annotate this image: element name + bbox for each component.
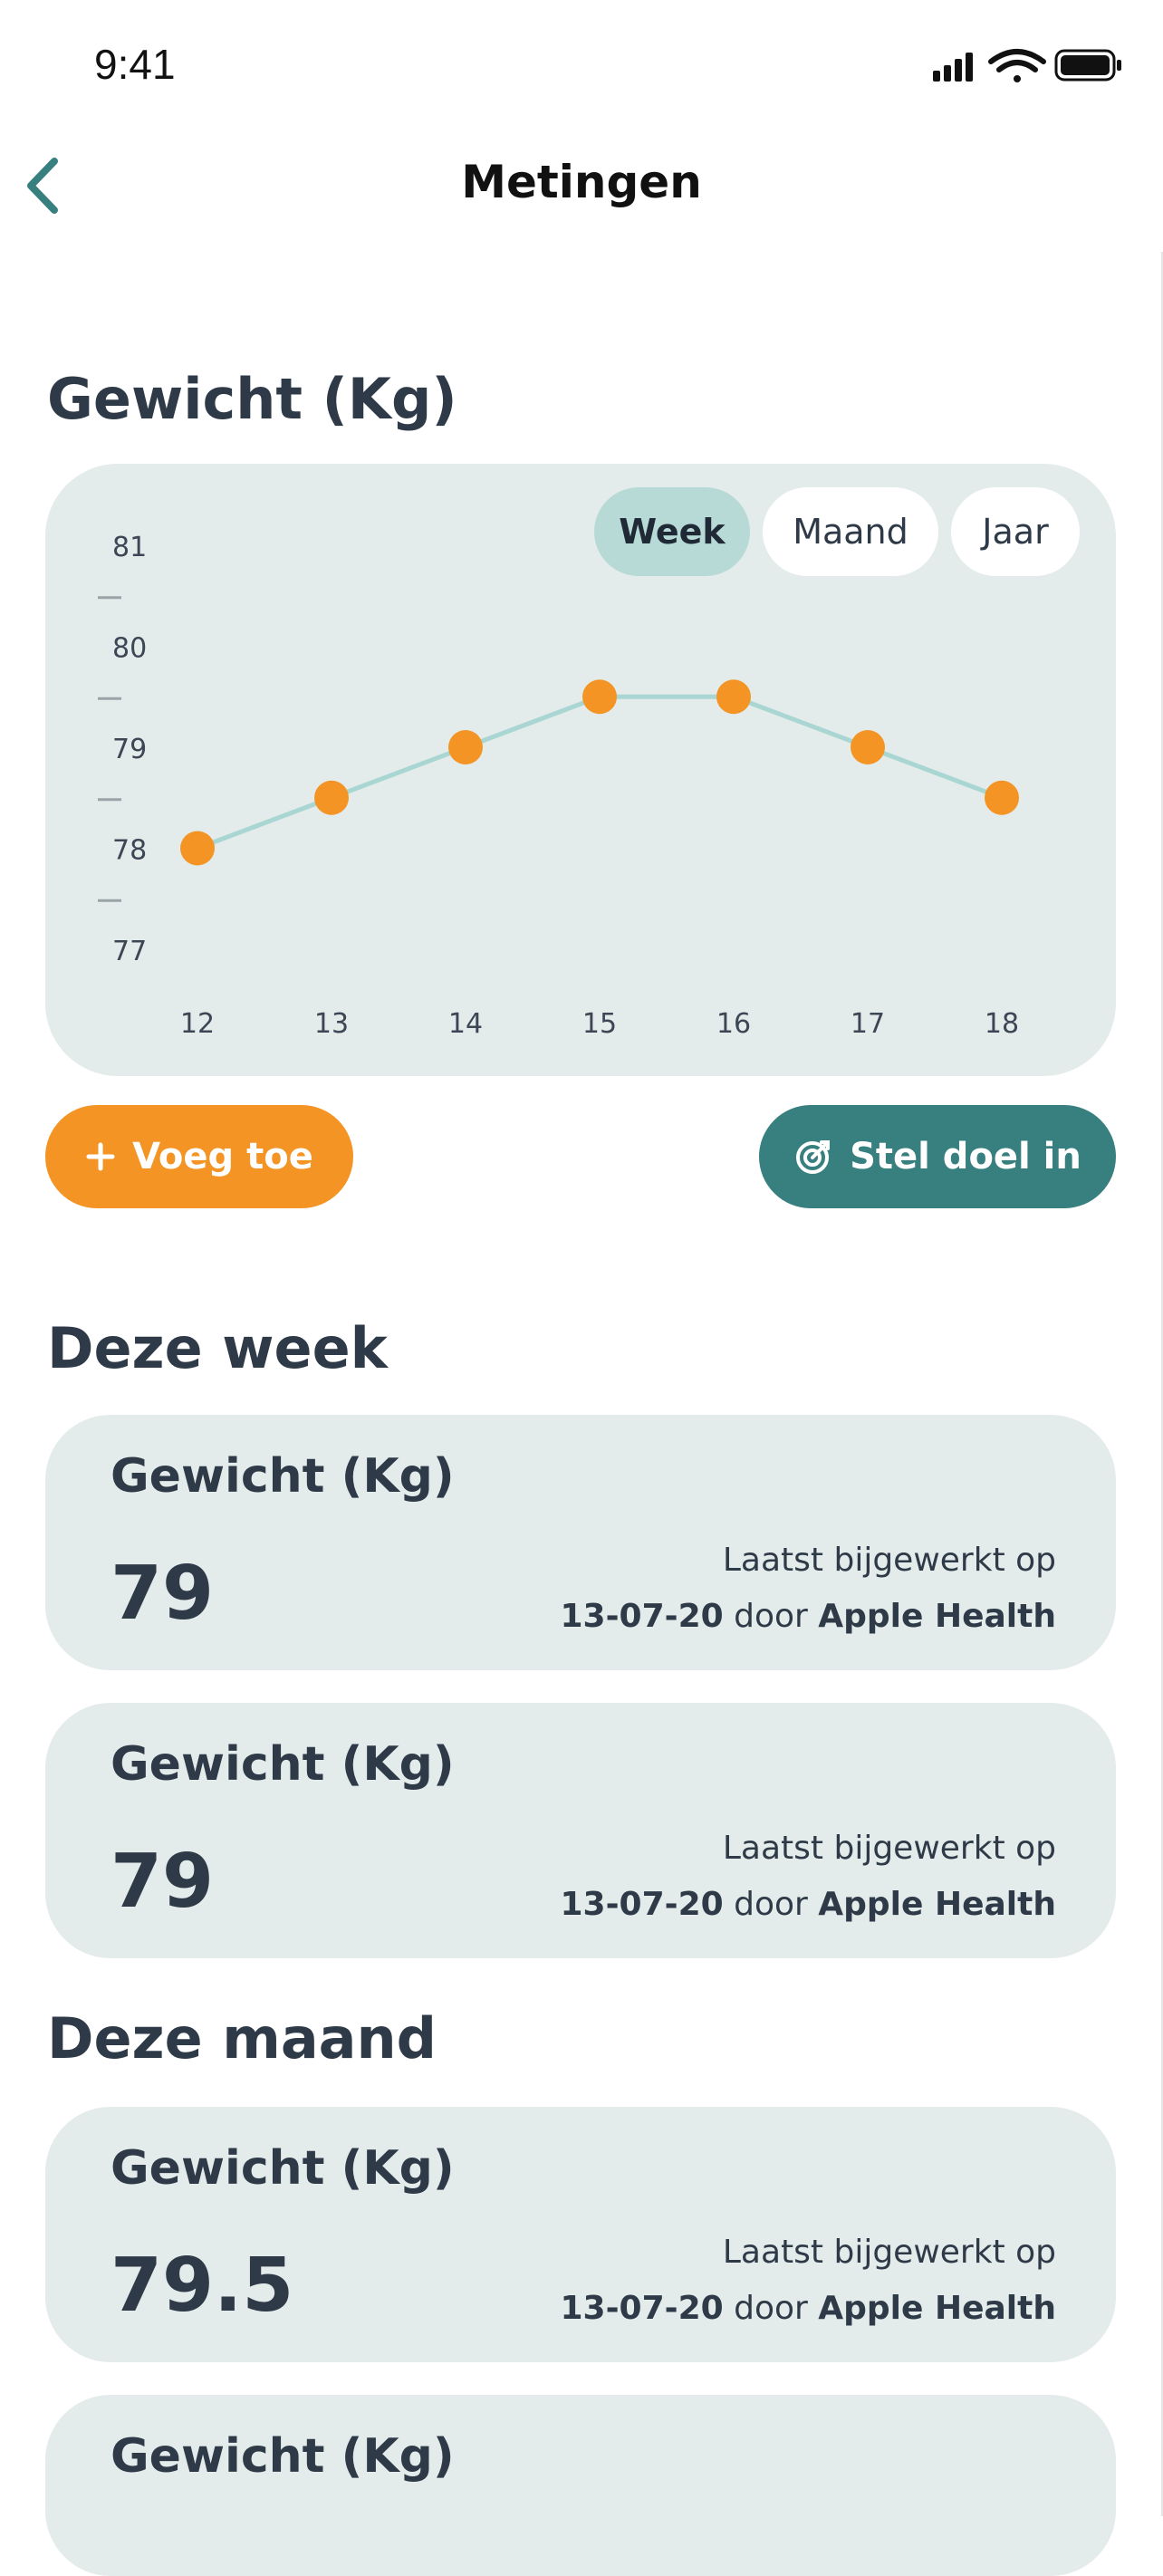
status-icons — [933, 49, 1121, 82]
x-tick-label: 14 — [448, 1008, 483, 1040]
weight-heading: Gewicht (Kg) — [47, 366, 457, 432]
x-tick-label: 13 — [314, 1008, 349, 1040]
y-tick-label: 78 — [112, 835, 147, 867]
card-title: Gewicht (Kg) — [111, 1449, 455, 1504]
page-title: Metingen — [461, 156, 702, 208]
card-title: Gewicht (Kg) — [111, 2429, 455, 2484]
updated-date: 13-07-20 — [560, 1598, 724, 1635]
x-tick-label: 15 — [582, 1008, 617, 1040]
updated-by: door — [734, 1598, 808, 1635]
data-point — [180, 831, 215, 866]
updated-source: Apple Health — [818, 1886, 1056, 1923]
card-updated-info: Laatst bijgewerkt op 13-07-20 door Apple… — [560, 1821, 1056, 1933]
updated-by: door — [734, 2290, 808, 2327]
section-heading-month: Deze maand — [47, 2005, 437, 2071]
add-measurement-button[interactable]: Voeg toe — [45, 1105, 353, 1208]
series-line — [197, 694, 1003, 851]
period-month-tab[interactable]: Maand — [763, 487, 938, 576]
period-year-tab[interactable]: Jaar — [951, 487, 1080, 576]
battery-icon — [1054, 49, 1121, 82]
updated-source: Apple Health — [818, 1598, 1056, 1635]
section-heading-week: Deze week — [47, 1315, 388, 1381]
chart-card — [45, 464, 1116, 1076]
weight-chart: 81 80 79 78 77 12 13 14 15 16 17 18 — [98, 532, 1019, 1040]
set-goal-button[interactable]: Stel doel in — [759, 1105, 1116, 1208]
y-tick-label: 81 — [112, 532, 147, 563]
card-value: 79 — [111, 1839, 215, 1925]
card-title: Gewicht (Kg) — [111, 1737, 455, 1792]
x-tick-label: 12 — [180, 1008, 215, 1040]
x-tick-label: 17 — [851, 1008, 885, 1040]
status-time: 9:41 — [94, 41, 176, 88]
data-point — [851, 730, 885, 764]
data-point — [985, 780, 1019, 815]
y-tick-label: 77 — [112, 936, 147, 967]
updated-by: door — [734, 1886, 808, 1923]
target-icon — [796, 1140, 831, 1174]
updated-prefix: Laatst bijgewerkt op — [722, 2234, 1056, 2271]
wifi-icon — [988, 49, 1046, 82]
updated-date: 13-07-20 — [560, 2290, 724, 2327]
measurement-card[interactable]: Gewicht (Kg) 79 Laatst bijgewerkt op 13-… — [45, 1703, 1116, 1958]
card-updated-info: Laatst bijgewerkt op 13-07-20 door Apple… — [560, 2225, 1056, 2337]
data-point — [582, 679, 617, 715]
updated-prefix: Laatst bijgewerkt op — [722, 1830, 1056, 1867]
y-tick-label: 79 — [112, 734, 147, 765]
add-button-label: Voeg toe — [132, 1136, 313, 1177]
y-tick-label: 80 — [112, 633, 147, 665]
card-value: 79.5 — [111, 2243, 294, 2329]
measurement-card[interactable]: Gewicht (Kg) 79 Laatst bijgewerkt op 13-… — [45, 1415, 1116, 1670]
card-value: 79 — [111, 1551, 215, 1637]
data-point — [314, 780, 349, 815]
plus-icon — [86, 1142, 115, 1171]
x-tick-label: 18 — [985, 1008, 1019, 1040]
scroll-indicator — [1161, 252, 1163, 2516]
updated-date: 13-07-20 — [560, 1886, 724, 1923]
goal-button-label: Stel doel in — [850, 1136, 1081, 1177]
updated-source: Apple Health — [818, 2290, 1056, 2327]
chevron-left-icon — [27, 158, 58, 214]
card-title: Gewicht (Kg) — [111, 2141, 455, 2196]
card-updated-info: Laatst bijgewerkt op 13-07-20 door Apple… — [560, 1533, 1056, 1645]
back-button[interactable] — [13, 145, 76, 226]
period-week-tab[interactable]: Week — [594, 487, 750, 576]
measurement-card[interactable]: Gewicht (Kg) — [45, 2395, 1116, 2576]
cellular-signal-icon — [933, 53, 973, 82]
x-tick-label: 16 — [716, 1008, 751, 1040]
updated-prefix: Laatst bijgewerkt op — [722, 1542, 1056, 1579]
measurement-card[interactable]: Gewicht (Kg) 79.5 Laatst bijgewerkt op 1… — [45, 2107, 1116, 2362]
data-point — [716, 679, 751, 715]
data-point — [448, 730, 483, 764]
